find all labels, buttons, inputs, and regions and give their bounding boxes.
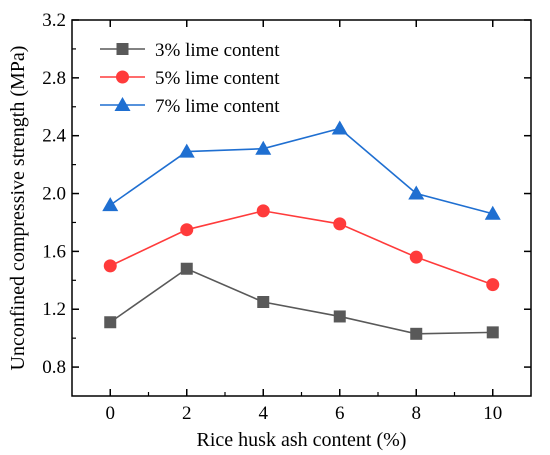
legend-label: 7% lime content — [155, 96, 280, 117]
x-tick-label: 4 — [259, 403, 269, 424]
legend-label: 3% lime content — [155, 40, 280, 61]
data-point — [333, 217, 347, 231]
legend-item-3: 7% lime content — [100, 96, 280, 117]
x-tick-label: 2 — [182, 403, 192, 424]
x-tick-label: 10 — [483, 403, 502, 424]
legend-item-2: 5% lime content — [100, 68, 280, 89]
x-axis-title: Rice husk ash content (%) — [197, 429, 407, 451]
data-point — [104, 316, 117, 329]
y-tick-label: 1.6 — [42, 241, 66, 262]
data-point — [410, 327, 423, 340]
series-line — [109, 127, 493, 215]
y-tick-label: 3.2 — [42, 10, 66, 31]
y-tick-label: 2.8 — [42, 68, 66, 89]
data-point — [408, 185, 425, 200]
data-point — [255, 140, 272, 155]
y-tick-label: 2.4 — [42, 126, 66, 147]
y-tick-label: 1.2 — [42, 299, 66, 320]
data-point — [409, 250, 423, 264]
data-point — [180, 223, 194, 237]
series-layer — [102, 120, 501, 340]
y-tick-label: 0.8 — [42, 357, 66, 378]
axes: 0 2 4 6 8 10 0.8 1.2 1.6 2.0 2.4 2.8 3.2 — [42, 10, 531, 424]
data-point — [484, 205, 501, 220]
data-point — [333, 310, 346, 323]
legend-label: 5% lime content — [155, 68, 280, 89]
legend-marker — [114, 97, 131, 111]
data-point — [331, 120, 348, 135]
data-point — [256, 204, 270, 218]
data-point — [486, 278, 500, 292]
legend-marker — [116, 43, 129, 55]
y-tick-label: 2.0 — [42, 184, 66, 205]
legend-item-1: 3% lime content — [100, 40, 280, 61]
data-point — [103, 259, 117, 273]
data-point — [257, 296, 270, 308]
series-line — [109, 210, 494, 286]
data-point — [178, 143, 195, 158]
legend-marker — [116, 70, 129, 84]
x-tick-label: 0 — [106, 403, 116, 424]
x-tick-label: 8 — [412, 403, 422, 424]
series-1 — [104, 262, 499, 340]
data-point — [486, 326, 499, 339]
legend: 3% lime content 5% lime content 7% lime co… — [100, 40, 280, 117]
series-3 — [102, 120, 501, 220]
data-point — [180, 262, 193, 275]
y-axis-title: Unconfined compressive strength (MPa) — [7, 46, 29, 371]
data-point — [102, 197, 119, 212]
series-2 — [103, 204, 500, 292]
x-tick-label: 6 — [335, 403, 345, 424]
series-line — [109, 267, 493, 335]
